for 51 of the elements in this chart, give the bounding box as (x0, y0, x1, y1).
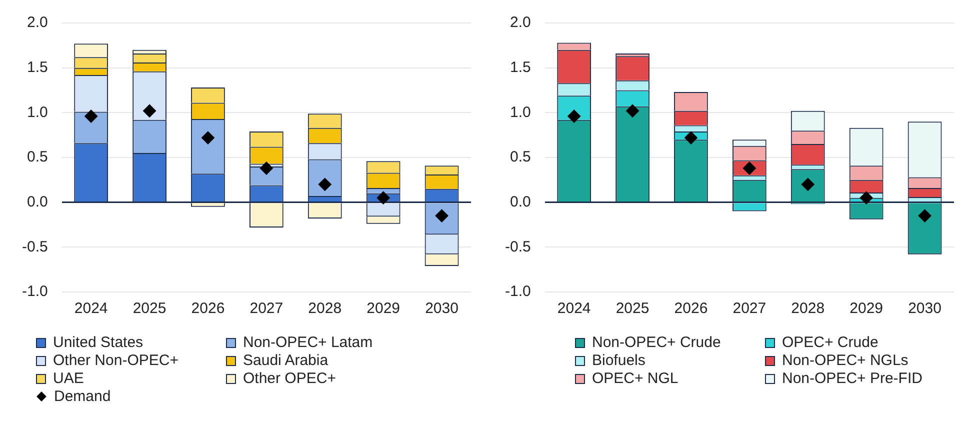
legend-label: Other OPEC+ (243, 370, 336, 387)
legend-label: Demand (54, 388, 111, 405)
y-tick-label: 1.0 (26, 104, 48, 121)
x-tick-label: 2028 (791, 300, 825, 318)
y-tick-label: -0.5 (22, 238, 48, 256)
x-tick-label: 2029 (850, 300, 884, 318)
y-tick-label: 1.5 (26, 58, 48, 76)
y-tick-label: 0.0 (510, 193, 531, 210)
y-tick-label: 0.5 (26, 148, 48, 166)
point (568, 110, 581, 123)
x-tick-label: 2027 (732, 300, 766, 318)
y-tick-label: 1.5 (510, 58, 531, 76)
x-tick-label: 2030 (908, 300, 942, 318)
x-tick-label: 2024 (557, 300, 591, 318)
legend-label: United States (53, 334, 144, 351)
point (201, 131, 214, 144)
y-tick-label: -1.0 (504, 283, 531, 300)
legend-label: UAE (53, 370, 84, 387)
point (260, 162, 273, 175)
legend-label: OPEC+ Crude (782, 334, 878, 351)
legend-label: Saudi Arabia (243, 352, 328, 369)
x-tick-label: 2026 (674, 300, 708, 318)
x-tick-label: 2029 (366, 300, 400, 318)
y-tick-label: 0.5 (510, 148, 531, 166)
point (626, 104, 640, 118)
point (84, 110, 98, 123)
point (143, 104, 156, 118)
x-tick-label: 2030 (425, 300, 458, 318)
x-tick-label: 2026 (191, 300, 225, 318)
x-tick-label: 2025 (132, 300, 166, 318)
y-tick-label: -0.5 (504, 238, 531, 256)
y-tick-label: 0.0 (26, 193, 48, 210)
legend-label: Non-OPEC+ Pre-FID (782, 370, 922, 387)
x-tick-label: 2028 (308, 300, 342, 318)
x-tick-label: 2024 (74, 300, 108, 318)
y-tick-label: 2.0 (510, 14, 531, 32)
point (376, 191, 390, 204)
legend-label: Non-OPEC+ Crude (592, 334, 721, 351)
legend-label: OPEC+ NGL (592, 370, 678, 387)
legend-label: Biofuels (592, 352, 646, 369)
legend-label: Non-OPEC+ NGLs (782, 352, 908, 369)
x-tick-label: 2027 (250, 300, 284, 318)
x-tick-label: 2025 (616, 300, 650, 318)
point (684, 131, 698, 144)
legend-label: Other Non-OPEC+ (53, 352, 178, 369)
y-tick-label: -1.0 (22, 283, 48, 300)
point (918, 209, 932, 222)
point (860, 191, 873, 204)
y-tick-label: 1.0 (510, 104, 531, 121)
legend-label: Non-OPEC+ Latam (243, 334, 373, 351)
y-tick-label: 2.0 (26, 14, 48, 32)
